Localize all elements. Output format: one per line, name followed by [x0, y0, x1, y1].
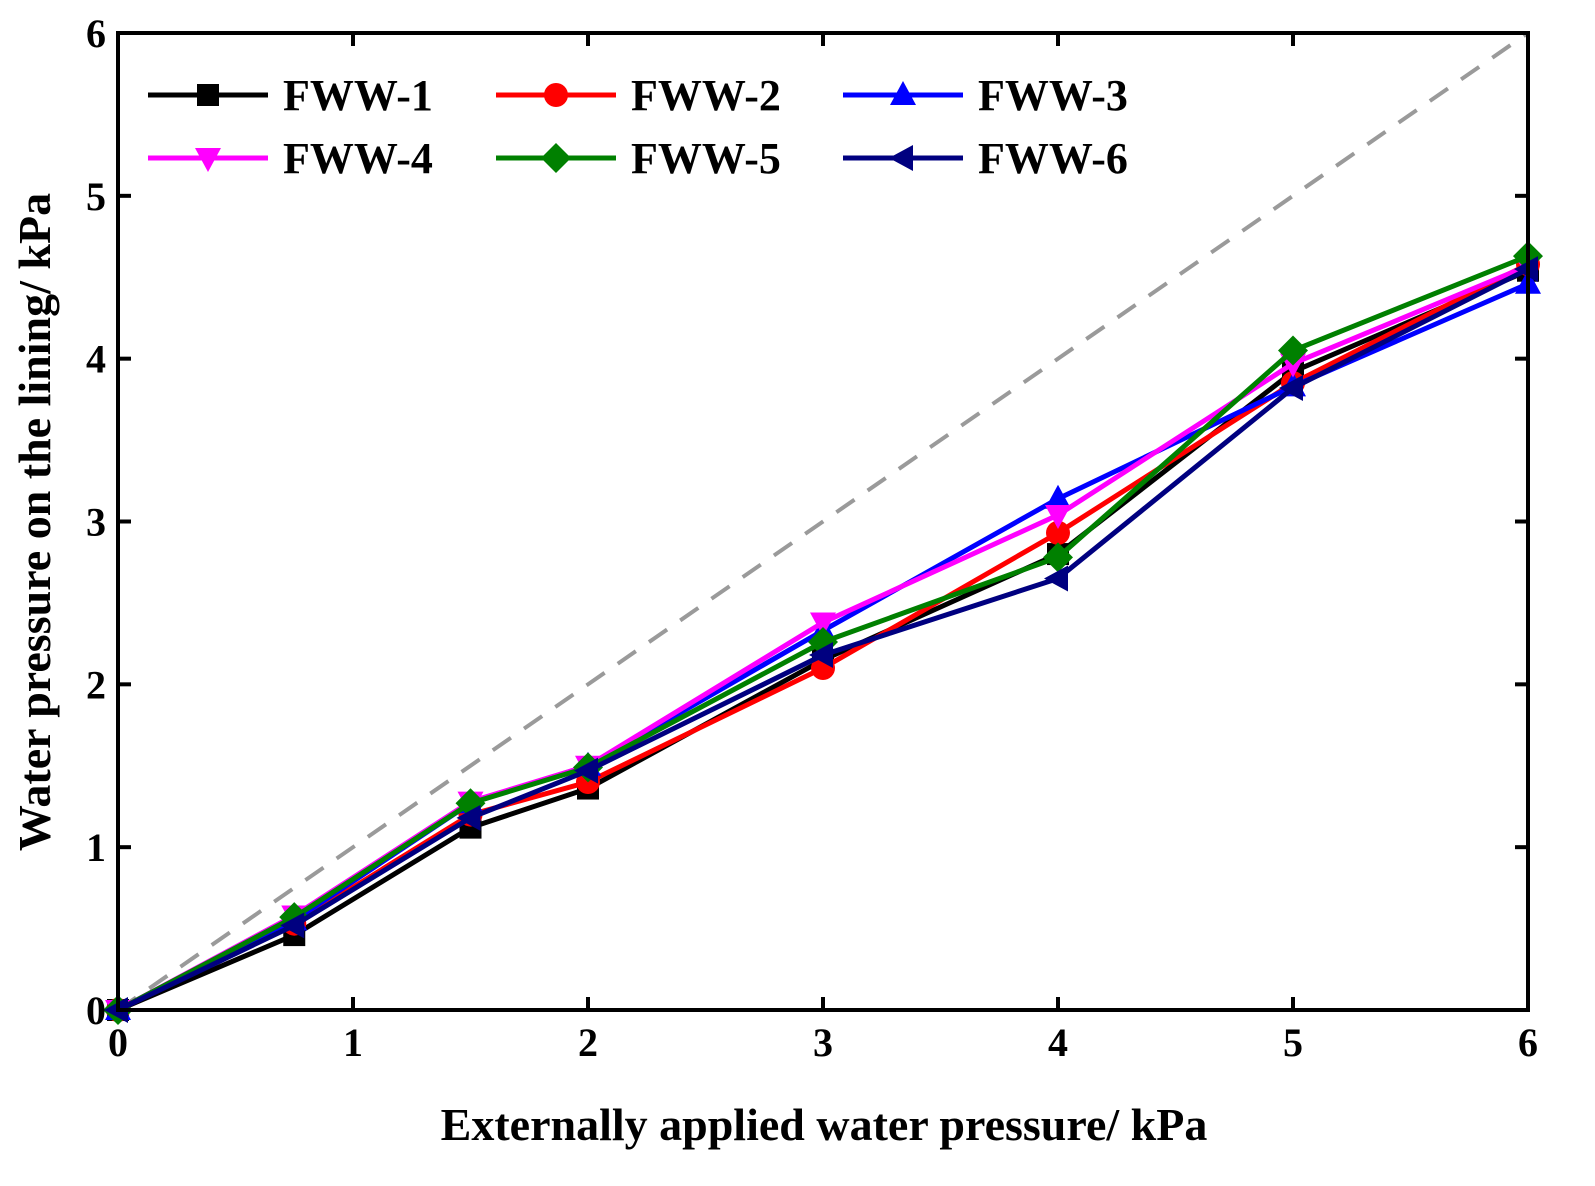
x-tick-label: 1	[343, 1020, 363, 1065]
legend-label: FWW-1	[283, 71, 433, 120]
legend-marker	[197, 84, 219, 106]
legend-item-FWW-6: FWW-6	[843, 134, 1128, 183]
legend-label: FWW-4	[283, 134, 433, 183]
data-point	[1043, 542, 1073, 573]
y-tick-label: 2	[86, 662, 106, 707]
legend-label: FWW-5	[631, 134, 781, 183]
legend-item-FWW-2: FWW-2	[496, 71, 781, 120]
y-tick-label: 6	[86, 11, 106, 56]
axes-layer: 0 1 2 3 4 5 6 0 1 2 3 4 5 6	[86, 11, 1538, 1065]
x-tick-label: 4	[1048, 1020, 1068, 1065]
reference-line-layer	[116, 31, 1530, 1012]
legend-item-FWW-5: FWW-5	[496, 134, 781, 183]
reference-line	[116, 31, 1530, 1012]
series-line	[116, 253, 1529, 1013]
legend-label: FWW-3	[978, 71, 1128, 120]
legend-label: FWW-2	[631, 71, 781, 120]
series-FWW-6	[104, 256, 1538, 1023]
legend-item-FWW-4: FWW-4	[148, 134, 433, 183]
x-tick-label: 0	[108, 1020, 128, 1065]
y-tick-label: 4	[86, 337, 106, 382]
data-point	[456, 804, 481, 831]
data-point	[810, 612, 836, 637]
data-point	[1279, 374, 1303, 401]
y-tick-label: 3	[86, 500, 106, 545]
data-point	[1045, 504, 1071, 529]
legend-item-FWW-3: FWW-3	[843, 71, 1128, 120]
legend-marker	[195, 148, 221, 172]
legend-marker	[541, 143, 571, 173]
legend-label: FWW-6	[978, 134, 1128, 183]
y-tick-label: 1	[86, 825, 106, 870]
data-point	[1278, 335, 1308, 366]
x-axis-label: Externally applied water pressure/ kPa	[441, 1099, 1208, 1150]
y-axis-label: Water pressure on the lining/ kPa	[9, 193, 60, 851]
series-line	[116, 266, 1530, 1013]
x-tick-label: 2	[578, 1020, 598, 1065]
data-point	[1046, 520, 1070, 545]
y-tick-label: 5	[86, 174, 106, 219]
data-point	[574, 757, 598, 784]
legend: FWW-1 FWW-2 FWW-3 FWW-4 FWW-5 FWW-6	[148, 71, 1128, 183]
data-point	[1045, 484, 1071, 509]
legend-item-FWW-1: FWW-1	[148, 71, 433, 120]
x-tick-label: 3	[813, 1020, 833, 1065]
legend-marker	[889, 145, 913, 171]
x-tick-label: 6	[1518, 1020, 1538, 1065]
legend-marker	[890, 81, 916, 105]
y-tick-label: 0	[86, 988, 106, 1033]
series-layer	[103, 241, 1543, 1025]
x-tick-label: 5	[1283, 1020, 1303, 1065]
legend-marker	[544, 83, 568, 107]
data-point	[280, 912, 305, 939]
data-point	[809, 642, 833, 669]
data-point	[1044, 565, 1068, 592]
